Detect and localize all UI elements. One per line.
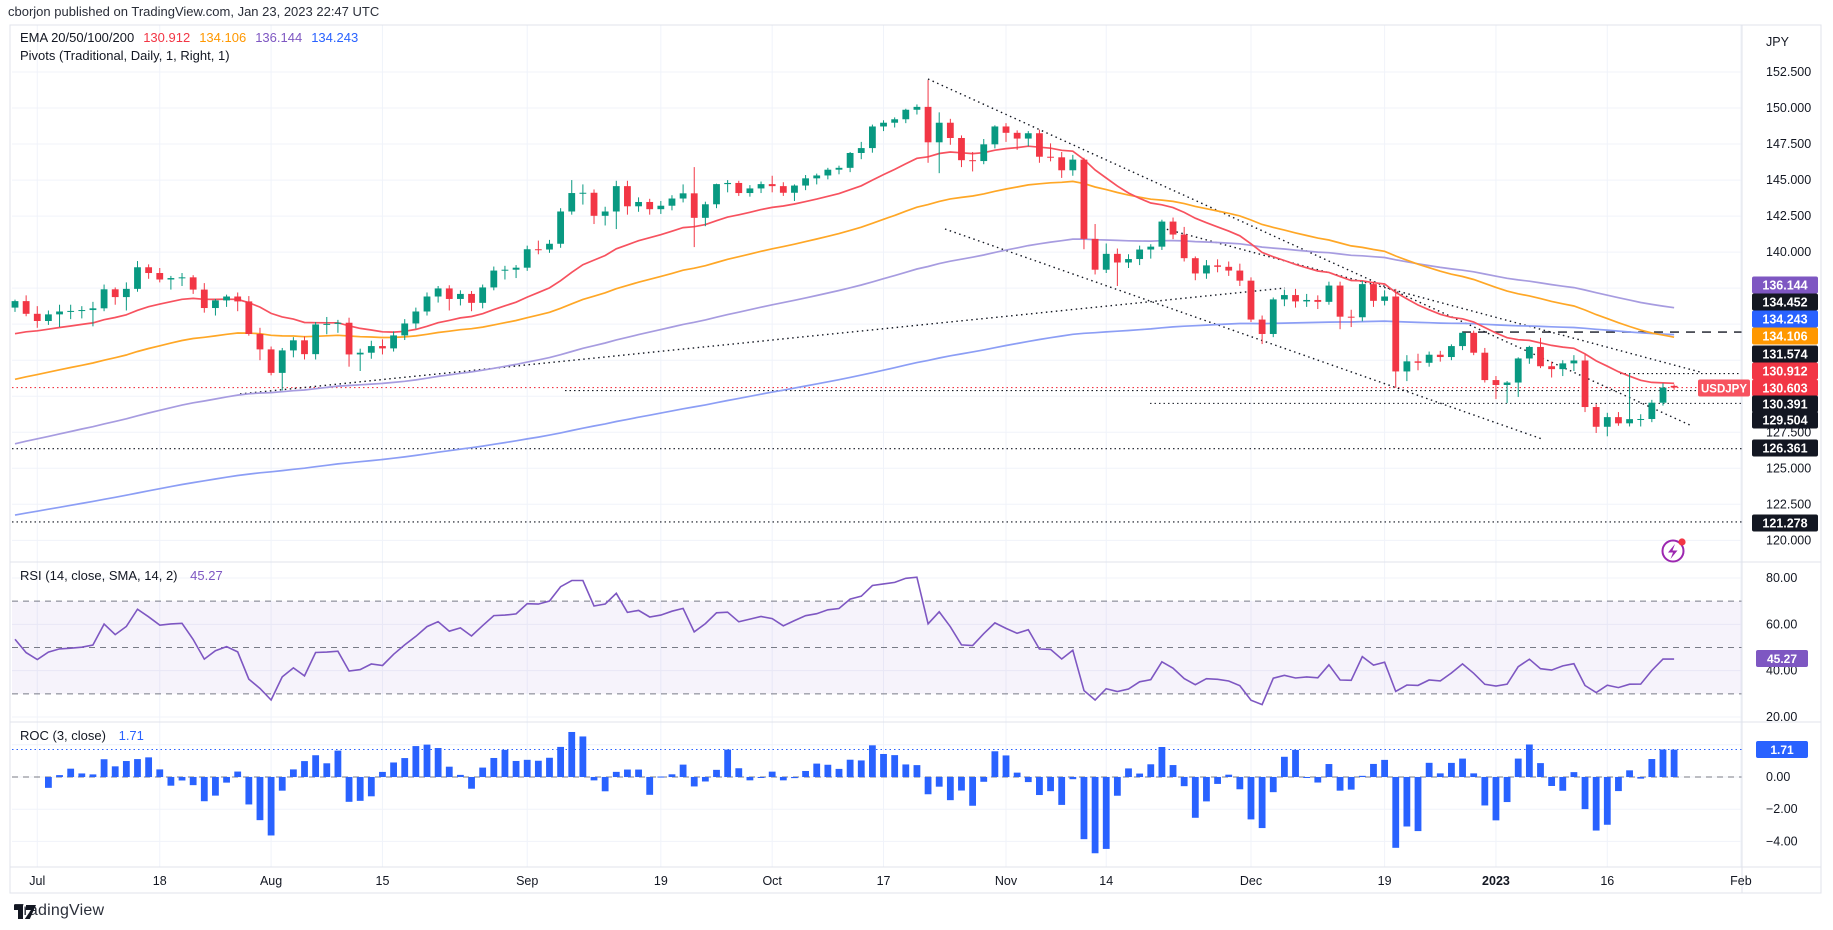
svg-text:121.278: 121.278: [1762, 517, 1807, 531]
roc-bars[interactable]: [45, 731, 1678, 854]
svg-text:18: 18: [153, 874, 167, 888]
svg-text:134.452: 134.452: [1762, 296, 1807, 310]
rsi-band: [12, 601, 1742, 694]
svg-text:150.000: 150.000: [1766, 101, 1811, 115]
roc-legend-label: ROC (3, close): [20, 728, 106, 743]
price-axis[interactable]: JPY 152.500 150.000 147.500 145.000 142.500 14…: [1766, 35, 1811, 848]
svg-text:20.00: 20.00: [1766, 710, 1797, 724]
published-header: cborjon published on TradingView.com, Ja…: [8, 4, 380, 19]
roc-legend-value: 1.71: [118, 728, 144, 743]
svg-text:19: 19: [654, 874, 668, 888]
svg-text:134.106: 134.106: [1762, 330, 1807, 344]
ema-legend-label: EMA 20/50/100/200: [20, 30, 135, 45]
svg-text:145.000: 145.000: [1766, 173, 1811, 187]
svg-text:40.00: 40.00: [1766, 664, 1797, 678]
svg-text:45.27: 45.27: [1767, 652, 1797, 666]
pivots-legend-label: Pivots (Traditional, Daily, 1, Right, 1): [20, 48, 230, 63]
rsi-legend-value: 45.27: [190, 568, 223, 583]
rsi-legend-row[interactable]: RSI (14, close, SMA, 14, 2) 45.27: [20, 568, 223, 583]
svg-text:2023: 2023: [1482, 874, 1510, 888]
pivots-legend-row[interactable]: Pivots (Traditional, Daily, 1, Right, 1): [20, 48, 230, 63]
trendline-1[interactable]: [239, 287, 1286, 395]
ema20-legend-value: 130.912: [143, 30, 191, 45]
tradingview-logo-text: TradingView: [14, 902, 105, 919]
ema200-legend-value: 134.243: [311, 30, 359, 45]
tradingview-logo-icon: [14, 905, 36, 919]
svg-text:125.000: 125.000: [1766, 461, 1811, 475]
svg-text:−2.00: −2.00: [1766, 802, 1798, 816]
ema50-line[interactable]: [14, 180, 1675, 381]
svg-text:147.500: 147.500: [1766, 137, 1811, 151]
svg-text:130.912: 130.912: [1762, 365, 1807, 379]
rsi-legend-label: RSI (14, close, SMA, 14, 2): [20, 568, 178, 583]
svg-text:Oct: Oct: [762, 874, 782, 888]
svg-text:Jul: Jul: [29, 874, 45, 888]
svg-text:142.500: 142.500: [1766, 209, 1811, 223]
candles[interactable]: [11, 80, 1678, 437]
svg-text:15: 15: [376, 874, 390, 888]
rsi-line[interactable]: [14, 576, 1675, 706]
ema100-legend-value: 136.144: [255, 30, 303, 45]
flash-icon[interactable]: [1661, 538, 1686, 563]
tradingview-logo[interactable]: TradingView: [14, 902, 104, 920]
svg-text:Sep: Sep: [516, 874, 538, 888]
price-label-badges: 136.144 134.452 134.243 134.106 131.574 130.9…: [1698, 276, 1818, 758]
widget-border: [9, 24, 1822, 894]
svg-text:120.000: 120.000: [1766, 533, 1811, 547]
svg-text:122.500: 122.500: [1766, 497, 1811, 511]
svg-text:130.391: 130.391: [1762, 398, 1807, 412]
svg-text:131.574: 131.574: [1762, 348, 1807, 362]
svg-text:80.00: 80.00: [1766, 571, 1797, 585]
axis-currency-label: JPY: [1766, 35, 1790, 49]
ema200-line[interactable]: [14, 320, 1675, 516]
svg-text:136.144: 136.144: [1762, 279, 1807, 293]
svg-text:Feb: Feb: [1730, 874, 1752, 888]
roc-legend-row[interactable]: ROC (3, close) 1.71: [20, 728, 144, 743]
svg-text:17: 17: [877, 874, 891, 888]
ema50-legend-value: 134.106: [199, 30, 247, 45]
svg-text:126.361: 126.361: [1762, 442, 1807, 456]
ema20-line[interactable]: [14, 145, 1675, 385]
svg-text:USDJPY: USDJPY: [1701, 384, 1747, 396]
svg-text:130.603: 130.603: [1762, 382, 1807, 396]
trendline-4[interactable]: [1161, 227, 1701, 373]
svg-text:Dec: Dec: [1240, 874, 1262, 888]
svg-text:134.243: 134.243: [1762, 313, 1807, 327]
svg-text:129.504: 129.504: [1762, 414, 1807, 428]
svg-text:60.00: 60.00: [1766, 617, 1797, 631]
svg-text:14: 14: [1099, 874, 1113, 888]
svg-text:−4.00: −4.00: [1766, 834, 1798, 848]
pane-separators[interactable]: [10, 561, 1821, 868]
time-axis[interactable]: Jul 18 Aug 15 Sep 19 Oct 17 Nov 14 Dec 19 2023 16 Feb: [29, 874, 1751, 888]
svg-text:Nov: Nov: [995, 874, 1018, 888]
gridlines: [12, 25, 1742, 867]
svg-text:0.00: 0.00: [1766, 770, 1790, 784]
ema-legend-row[interactable]: EMA 20/50/100/200 130.912 134.106 136.144 13…: [20, 30, 358, 45]
svg-text:127.500: 127.500: [1766, 425, 1811, 439]
svg-text:152.500: 152.500: [1766, 65, 1811, 79]
svg-text:16: 16: [1600, 874, 1614, 888]
svg-text:1.71: 1.71: [1770, 743, 1794, 757]
svg-text:Aug: Aug: [260, 874, 282, 888]
trendline-3[interactable]: [944, 228, 1543, 440]
ema100-line[interactable]: [14, 238, 1675, 445]
svg-text:19: 19: [1378, 874, 1392, 888]
svg-text:140.000: 140.000: [1766, 245, 1811, 259]
